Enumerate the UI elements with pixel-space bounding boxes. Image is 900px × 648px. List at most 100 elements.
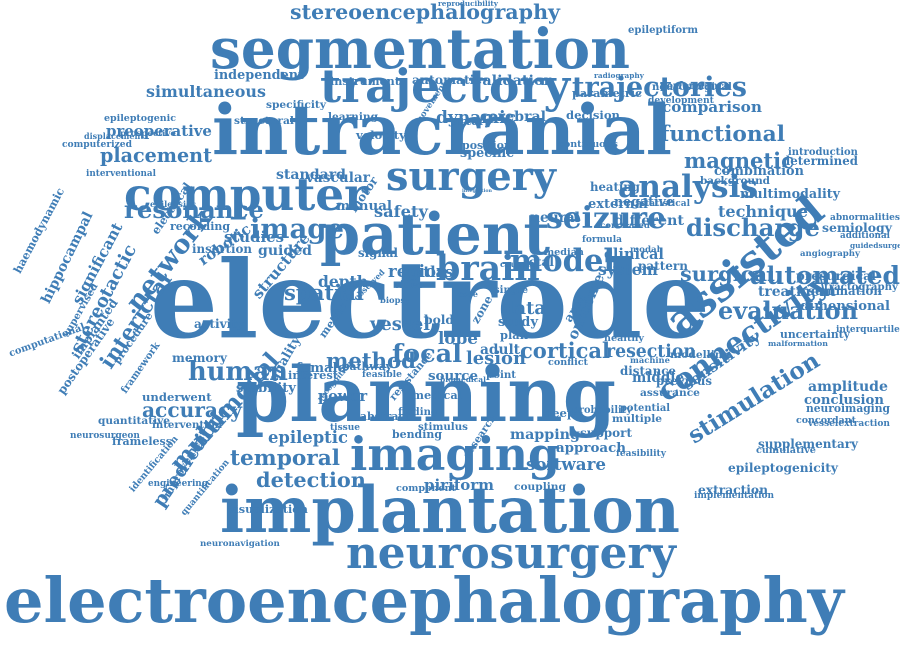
cloud-word-previous: previous — [656, 374, 712, 388]
cloud-word-safety: safety — [374, 202, 428, 221]
cloud-word-point: point — [486, 369, 516, 381]
cloud-word-vascular: vascular — [306, 170, 370, 186]
cloud-word-median: median — [544, 247, 584, 258]
cloud-word-piriform: piriform — [424, 476, 495, 494]
cloud-word-approach: approach — [556, 440, 626, 456]
cloud-word-plan: plan — [500, 328, 528, 342]
cloud-word-support: support — [580, 426, 632, 440]
cloud-word-epileptic: epileptic — [268, 428, 348, 447]
cloud-word-electroencephalography: electroencephalography — [4, 564, 844, 637]
cloud-word-finding: finding — [398, 407, 438, 418]
cloud-word-focal: focal — [392, 339, 462, 369]
cloud-word-concordant: concordant — [796, 415, 856, 426]
cloud-word-neurosurgery: neurosurgery — [346, 528, 676, 579]
cloud-word-biopsy: biopsy — [380, 295, 410, 305]
cloud-word-summation: summation — [808, 284, 882, 298]
cloud-word-data: data — [502, 298, 546, 319]
cloud-word-parametric: parametric — [572, 86, 642, 100]
cloud-word-independent: independent — [214, 68, 304, 83]
cloud-word-comparison: comparison — [662, 98, 762, 116]
cloud-word-epilepsies: epilepsies — [150, 199, 196, 209]
cloud-word-discharge: discharge — [686, 213, 820, 242]
cloud-word-activity: activity — [194, 317, 244, 331]
cloud-word-tractography: tractography — [824, 281, 898, 293]
cloud-word-resection: resection — [606, 342, 696, 362]
cloud-word-computer: computer — [124, 167, 368, 221]
cloud-word-cerebral: cerebral — [480, 109, 546, 125]
cloud-word-epileptiform: epileptiform — [628, 25, 698, 36]
cloud-word-machine: machine — [630, 355, 670, 365]
cloud-word-malformation: malformation — [768, 339, 828, 348]
cloud-word-stimulus: stimulus — [418, 421, 468, 433]
cloud-word-reproducibility: reproducibility — [438, 0, 498, 8]
cloud-word-brain: brain — [436, 248, 540, 289]
cloud-word-uncertainty: uncertainty — [780, 328, 850, 341]
cloud-word-lesion: lesion — [466, 348, 526, 369]
cloud-word-vesselextraction: vesselextraction — [808, 419, 890, 429]
cloud-word-middle: middle — [632, 370, 685, 386]
cloud-word-radiography: radiography — [594, 71, 644, 80]
cloud-word-neuronavigation: neuronavigation — [200, 539, 280, 549]
cloud-word-clinical: clinical — [604, 246, 664, 263]
cloud-word-amplitude: amplitude — [808, 379, 888, 395]
cloud-word-neurosurgeon: neurosurgeon — [70, 431, 140, 441]
cloud-word-magnetic: magnetic — [684, 148, 795, 173]
cloud-word-external: external — [588, 197, 648, 212]
cloud-word-implementation: implementation — [694, 491, 775, 501]
cloud-word-automated: automated — [750, 261, 900, 290]
cloud-word-visualization: visualization — [228, 502, 308, 516]
cloud-word-female: female — [296, 361, 346, 376]
cloud-word-temporal: temporal — [230, 446, 340, 471]
cloud-word-image: image — [250, 213, 344, 245]
cloud-word-automatic: automatic — [412, 72, 482, 87]
cloud-word-intracranial: intracranial — [212, 90, 672, 171]
cloud-word-guided: guided — [258, 243, 312, 259]
cloud-word-modelling: modelling — [670, 348, 730, 361]
cloud-word-lobe: lobe — [438, 328, 478, 348]
cloud-word-electrode: electrode — [150, 238, 710, 363]
cloud-word-instrument: instrument — [330, 75, 400, 88]
cloud-word-pattern: pattern — [638, 259, 688, 273]
cloud-word-model: model — [510, 243, 615, 279]
cloud-word-distance: distance — [620, 364, 676, 378]
cloud-word-source: source — [428, 368, 478, 384]
cloud-word-formula: formula — [582, 235, 623, 245]
cloud-word-vessel: vessel — [370, 314, 430, 335]
cloud-word-implantation: implantation — [220, 472, 680, 547]
cloud-word-interest: interest — [288, 368, 338, 382]
cloud-word-neuroimaging: neuroimaging — [806, 402, 890, 415]
cloud-word-semiology: semiology — [822, 220, 892, 235]
cloud-word-patient: patient — [320, 200, 550, 268]
cloud-word-preoperative: preoperative — [106, 122, 212, 140]
cloud-word-supplementary: supplementary — [758, 437, 858, 451]
cloud-word-computerized: computerized — [62, 139, 132, 150]
cloud-word-decision: decision — [566, 108, 620, 122]
cloud-word-dimensional: dimensional — [800, 299, 890, 314]
cloud-word-negative: negative — [614, 194, 674, 209]
cloud-word-stability: stability — [236, 381, 296, 396]
cloud-word-biomedical: biomedical — [440, 375, 486, 384]
cloud-word-structural: structural — [234, 114, 294, 127]
cloud-word-frameless: frameless — [112, 435, 172, 448]
cloud-word-position: position — [462, 139, 512, 152]
cloud-word-depth: depth — [318, 272, 368, 291]
cloud-word-feasible: feasible — [362, 369, 402, 380]
cloud-word-manual: manual — [336, 198, 392, 214]
cloud-word-mapping: mapping — [510, 427, 580, 443]
cloud-word-surgical: surgical — [680, 261, 775, 286]
cloud-word-pathway: pathway — [342, 360, 392, 373]
cloud-word-intervention: intervention — [152, 419, 222, 431]
cloud-word-underwent: underwent — [142, 390, 212, 404]
cloud-word-human: human — [188, 357, 288, 387]
cloud-word-software: software — [526, 454, 606, 474]
cloud-word-case: case — [458, 289, 478, 299]
cloud-word-additional: additional — [840, 231, 890, 241]
cloud-word-conflict: conflict — [548, 357, 588, 368]
cloud-word-probability: probability — [572, 405, 632, 416]
cloud-word-resonance: resonance — [124, 195, 264, 224]
cloud-word-correlated: correlated — [600, 221, 650, 231]
cloud-word-region: region — [388, 262, 448, 281]
cloud-word-conclusion: conclusion — [804, 393, 884, 408]
cloud-word-detection: detection — [256, 467, 366, 492]
cloud-word-development: development — [648, 95, 714, 106]
